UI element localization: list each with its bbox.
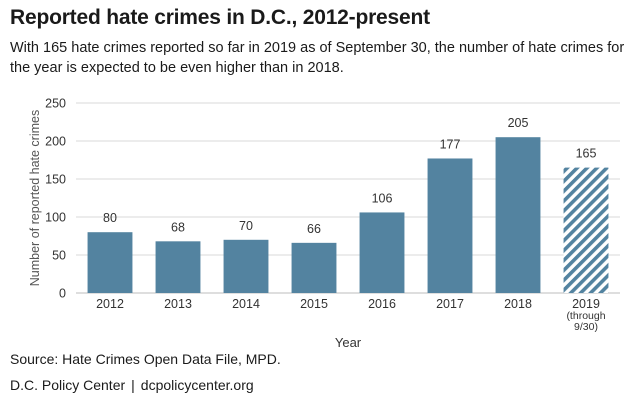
data-label: 70 <box>239 219 253 233</box>
x-tick-label: 2016 <box>368 297 396 311</box>
y-axis-ticks: 0 50 100 150 200 250 <box>45 97 66 301</box>
footer-separator: | <box>131 377 135 393</box>
bar-chart: 0 50 100 150 200 250 80 68 70 66 106 177 205 165 201… <box>28 97 620 350</box>
y-tick-label: 100 <box>45 211 66 225</box>
y-axis-label: Number of reported hate crimes <box>28 110 42 286</box>
source-note: Source: Hate Crimes Open Data File, MPD. <box>10 351 281 367</box>
x-tick-label: 2013 <box>164 297 192 311</box>
bar <box>87 232 133 293</box>
x-tick-label: 2014 <box>232 297 260 311</box>
y-tick-label: 50 <box>52 249 66 263</box>
data-label: 80 <box>103 211 117 225</box>
bars <box>87 137 609 293</box>
data-label: 177 <box>440 137 461 151</box>
data-label: 66 <box>307 222 321 236</box>
bar <box>291 242 337 293</box>
data-labels: 80 68 70 66 106 177 205 165 <box>103 116 596 236</box>
bar <box>495 137 541 293</box>
data-label: 68 <box>171 220 185 234</box>
x-axis-label: Year <box>335 335 362 350</box>
footer-credit: D.C. Policy Center | dcpolicycenter.org <box>10 377 254 393</box>
y-tick-label: 150 <box>45 173 66 187</box>
bar-partial-year <box>563 167 609 293</box>
x-tick-label: 2015 <box>300 297 328 311</box>
y-tick-label: 250 <box>45 97 66 111</box>
x-tick-label: 2018 <box>504 297 532 311</box>
data-label: 205 <box>508 116 529 130</box>
y-tick-label: 0 <box>59 287 66 301</box>
chart-title: Reported hate crimes in D.C., 2012-prese… <box>10 6 430 29</box>
org-name: D.C. Policy Center <box>10 377 126 393</box>
website-link: dcpolicycenter.org <box>140 377 254 393</box>
bar <box>223 239 269 293</box>
x-tick-label: 2019 (through 9/30) <box>566 297 605 333</box>
x-tick-label: 2012 <box>96 297 124 311</box>
x-axis-ticks: 2012 2013 2014 2015 2016 2017 2018 2019 (through… <box>96 297 606 333</box>
data-label: 106 <box>372 191 393 205</box>
bar <box>427 158 473 293</box>
bar <box>359 212 405 293</box>
bar <box>155 241 201 293</box>
data-label: 165 <box>576 147 597 161</box>
chart-subtitle: With 165 hate crimes reported so far in … <box>10 40 625 76</box>
y-tick-label: 200 <box>45 135 66 149</box>
x-tick-label: 2017 <box>436 297 464 311</box>
